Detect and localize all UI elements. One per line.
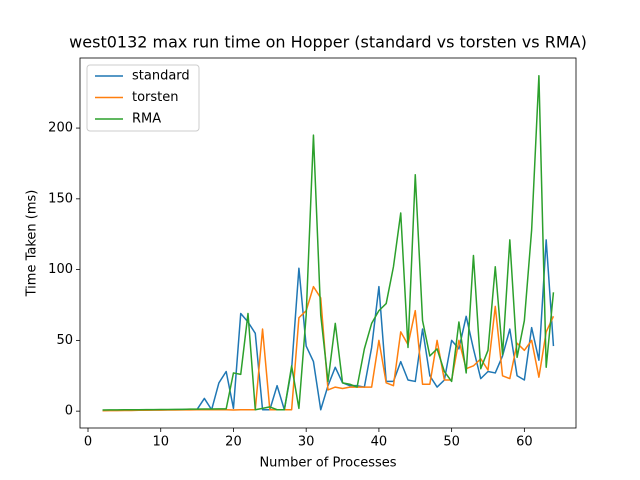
x-axis-label: Number of Processes bbox=[259, 456, 396, 471]
legend-box bbox=[86, 64, 200, 132]
x-tick-label: 40 bbox=[371, 435, 388, 450]
y-tick-label: 50 bbox=[56, 333, 73, 348]
legend-label: standard bbox=[132, 69, 190, 84]
legend-label: torsten bbox=[132, 90, 179, 105]
x-tick-label: 60 bbox=[516, 435, 533, 450]
y-tick-label: 200 bbox=[48, 121, 73, 136]
chart-title: west0132 max run time on Hopper (standar… bbox=[69, 33, 587, 52]
y-tick-label: 0 bbox=[65, 404, 73, 419]
x-tick-label: 30 bbox=[298, 435, 315, 450]
series-line bbox=[102, 74, 555, 411]
y-tick-label: 100 bbox=[48, 262, 73, 277]
plot-frame bbox=[79, 57, 577, 429]
x-tick-label: 0 bbox=[84, 435, 92, 450]
x-tick-label: 20 bbox=[225, 435, 242, 450]
x-tick-label: 50 bbox=[443, 435, 460, 450]
y-axis-label: Time Taken (ms) bbox=[25, 190, 40, 298]
legend-label: RMA bbox=[132, 112, 161, 127]
x-tick-label: 10 bbox=[152, 435, 169, 450]
y-tick-label: 150 bbox=[48, 191, 73, 206]
